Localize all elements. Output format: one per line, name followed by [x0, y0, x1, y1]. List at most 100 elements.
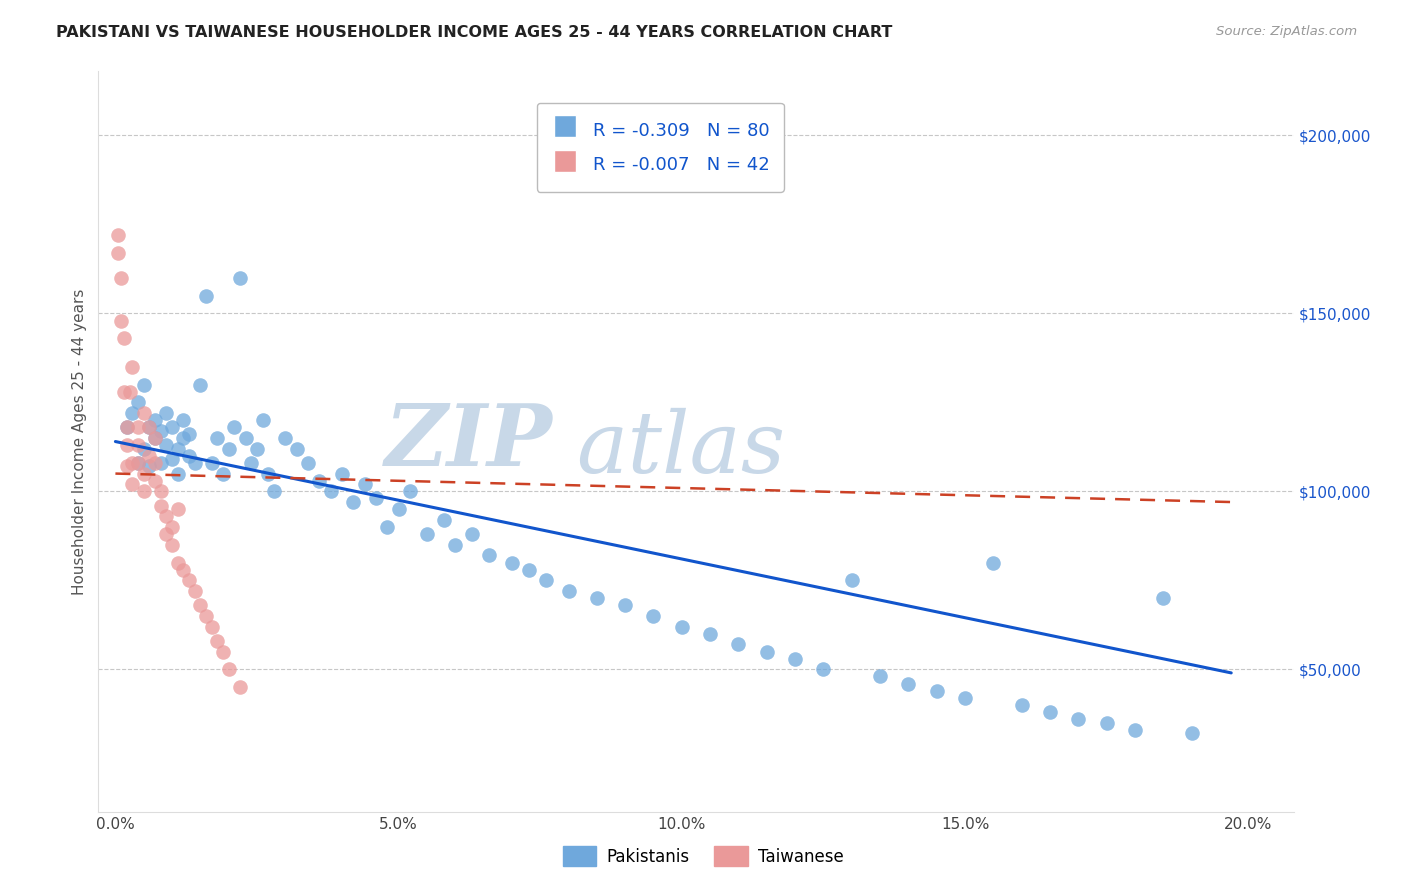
Point [118, 384, 141, 399]
Point [534, 574, 557, 588]
Point [897, 676, 920, 690]
Point [257, 467, 280, 481]
Point [143, 431, 166, 445]
Point [274, 431, 297, 445]
Point [240, 456, 263, 470]
Point [246, 442, 269, 456]
Point [127, 438, 149, 452]
Point [149, 484, 172, 499]
Legend: Pakistanis, Taiwanese: Pakistanis, Taiwanese [555, 839, 851, 873]
Point [517, 563, 540, 577]
Point [132, 406, 155, 420]
Point [138, 459, 160, 474]
Point [112, 331, 135, 345]
Point [643, 609, 665, 624]
Point [110, 270, 132, 285]
Point [925, 683, 948, 698]
Point [330, 467, 353, 481]
Point [115, 438, 138, 452]
Point [143, 456, 166, 470]
Point [416, 527, 439, 541]
Point [364, 491, 387, 506]
Point [783, 651, 806, 665]
Point [1123, 723, 1146, 737]
Point [115, 420, 138, 434]
Point [699, 626, 721, 640]
Point [132, 377, 155, 392]
Legend: R = -0.309   N = 80, R = -0.007   N = 42: R = -0.309 N = 80, R = -0.007 N = 42 [537, 103, 783, 192]
Point [127, 420, 149, 434]
Point [727, 637, 749, 651]
Point [375, 520, 398, 534]
Point [614, 599, 637, 613]
Point [121, 406, 143, 420]
Point [461, 527, 484, 541]
Point [177, 427, 200, 442]
Point [177, 574, 200, 588]
Point [121, 359, 143, 374]
Point [586, 591, 609, 606]
Point [190, 599, 212, 613]
Point [110, 313, 132, 327]
Point [195, 288, 218, 302]
Point [212, 467, 235, 481]
Point [195, 609, 218, 624]
Point [107, 228, 129, 243]
Text: atlas: atlas [576, 408, 786, 491]
Point [155, 509, 177, 524]
Point [149, 424, 172, 438]
Point [235, 431, 257, 445]
Point [342, 495, 364, 509]
Point [201, 619, 224, 633]
Point [183, 584, 205, 599]
Point [107, 246, 129, 260]
Point [1152, 591, 1174, 606]
Point [115, 420, 138, 434]
Point [353, 477, 375, 491]
Point [755, 644, 778, 658]
Point [172, 563, 194, 577]
Point [212, 644, 235, 658]
Point [399, 484, 422, 499]
Point [229, 680, 252, 694]
Point [218, 442, 240, 456]
Point [166, 502, 188, 516]
Point [166, 442, 188, 456]
Point [149, 499, 172, 513]
Point [160, 538, 183, 552]
Point [143, 413, 166, 427]
Point [388, 502, 411, 516]
Point [1011, 698, 1033, 712]
Point [149, 456, 172, 470]
Point [138, 420, 160, 434]
Y-axis label: Householder Income Ages 25 - 44 years: Householder Income Ages 25 - 44 years [72, 288, 87, 595]
Point [155, 438, 177, 452]
Point [201, 456, 224, 470]
Point [953, 690, 976, 705]
Point [1095, 715, 1118, 730]
Point [155, 406, 177, 420]
Point [115, 459, 138, 474]
Point [1067, 712, 1090, 726]
Point [478, 549, 501, 563]
Point [297, 456, 319, 470]
Point [813, 662, 835, 676]
Point [132, 467, 155, 481]
Point [557, 584, 579, 599]
Point [671, 619, 693, 633]
Point [121, 477, 143, 491]
Point [155, 527, 177, 541]
Text: Source: ZipAtlas.com: Source: ZipAtlas.com [1216, 25, 1357, 38]
Point [319, 484, 342, 499]
Point [1180, 726, 1202, 740]
Point [138, 420, 160, 434]
Point [444, 538, 467, 552]
Point [190, 377, 212, 392]
Point [285, 442, 308, 456]
Point [127, 456, 149, 470]
Point [127, 395, 149, 409]
Point [841, 574, 863, 588]
Point [166, 467, 188, 481]
Point [138, 449, 160, 463]
Point [112, 384, 135, 399]
